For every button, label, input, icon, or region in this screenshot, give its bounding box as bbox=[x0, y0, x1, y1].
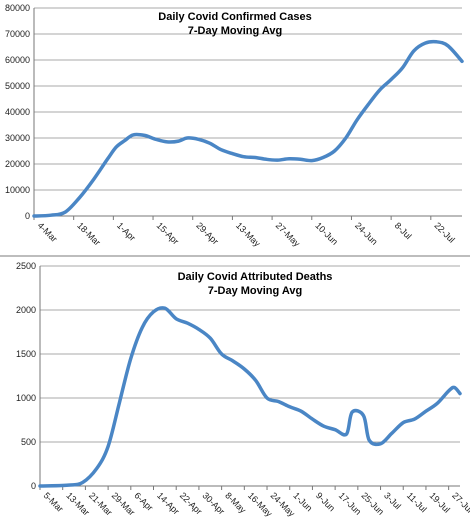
x-tick-label: 1-Apr bbox=[115, 220, 138, 243]
x-tick-label: 27-Jul bbox=[450, 490, 470, 514]
y-tick-label: 20000 bbox=[5, 159, 30, 169]
chart-divider bbox=[0, 255, 470, 257]
y-tick-label: 0 bbox=[31, 481, 36, 491]
y-tick-label: 1000 bbox=[16, 393, 36, 403]
x-tick-label: 18-Mar bbox=[75, 220, 102, 247]
y-tick-label: 0 bbox=[25, 211, 30, 221]
deaths-chart: Daily Covid Attributed Deaths 7-Day Movi… bbox=[16, 261, 470, 519]
x-tick-label: 22-Jul bbox=[432, 220, 456, 244]
cases-chart: Daily Covid Confirmed Cases 7-Day Moving… bbox=[5, 3, 464, 249]
y-tick-label: 30000 bbox=[5, 133, 30, 143]
deaths-chart-panel: Daily Covid Attributed Deaths 7-Day Movi… bbox=[0, 257, 470, 528]
y-tick-label: 70000 bbox=[5, 29, 30, 39]
x-tick-label: 13-Mar bbox=[64, 490, 91, 517]
y-tick-label: 40000 bbox=[5, 107, 30, 117]
y-tick-label: 2500 bbox=[16, 261, 36, 271]
x-tick-label: 25-Jun bbox=[359, 490, 386, 517]
x-tick-label: 10-Jun bbox=[313, 220, 340, 247]
x-tick-label: 15-Apr bbox=[155, 220, 181, 246]
x-tick-label: 4-Mar bbox=[36, 220, 60, 244]
y-tick-label: 1500 bbox=[16, 349, 36, 359]
y-tick-label: 60000 bbox=[5, 55, 30, 65]
x-tick-label: 11-Jul bbox=[405, 490, 429, 514]
x-tick-label: 14-Apr bbox=[155, 490, 181, 516]
y-tick-label: 50000 bbox=[5, 81, 30, 91]
y-tick-label: 80000 bbox=[5, 3, 30, 13]
x-tick-label: 17-Jun bbox=[337, 490, 364, 517]
x-tick-label: 24-Jun bbox=[353, 220, 380, 247]
y-tick-label: 2000 bbox=[16, 305, 36, 315]
series-line bbox=[38, 306, 462, 488]
chart-title: Daily Covid Attributed Deaths bbox=[178, 271, 333, 283]
x-tick-label: 13-May bbox=[234, 220, 263, 249]
y-tick-label: 10000 bbox=[5, 185, 30, 195]
series-line bbox=[32, 39, 464, 218]
y-tick-label: 500 bbox=[21, 437, 36, 447]
x-tick-label: 21-Mar bbox=[87, 490, 114, 517]
x-tick-label: 8-Jul bbox=[393, 220, 414, 241]
x-tick-label: 19-Jul bbox=[428, 490, 452, 514]
x-tick-label: 29-Apr bbox=[194, 220, 220, 246]
x-tick-label: 5-Mar bbox=[42, 490, 66, 514]
x-tick-label: 29-Mar bbox=[110, 490, 137, 517]
gridlines bbox=[34, 7, 462, 217]
x-tick-label: 30-Apr bbox=[201, 490, 227, 516]
cases-chart-panel: Daily Covid Confirmed Cases 7-Day Moving… bbox=[0, 0, 470, 255]
chart-subtitle: 7-Day Moving Avg bbox=[208, 285, 303, 297]
x-tick-label: 9-Jun bbox=[314, 490, 337, 513]
chart-subtitle: 7-Day Moving Avg bbox=[188, 25, 283, 37]
chart-title: Daily Covid Confirmed Cases bbox=[158, 11, 311, 23]
x-tick-label: 8-May bbox=[223, 490, 248, 515]
x-tick-label: 27-May bbox=[274, 220, 303, 249]
x-tick-label: 22-Apr bbox=[178, 490, 204, 516]
